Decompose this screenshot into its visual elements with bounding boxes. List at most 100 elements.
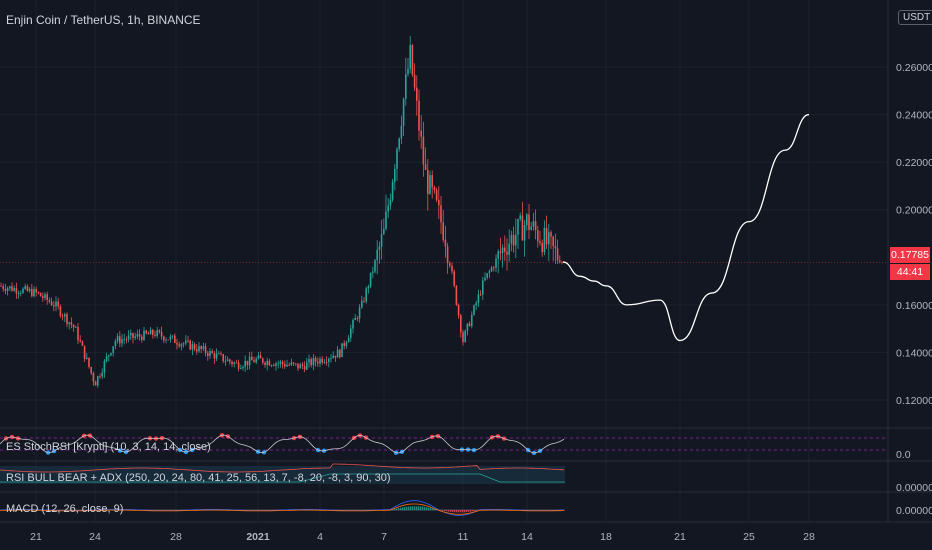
candle-body xyxy=(438,199,440,206)
candle-body xyxy=(209,351,211,357)
macd-histogram-bar xyxy=(424,506,426,511)
candle-body xyxy=(281,361,284,365)
y-tick-label: 0.24000 xyxy=(896,110,932,122)
candle-body xyxy=(323,361,326,363)
candle-body xyxy=(15,288,18,294)
macd-histogram-bar xyxy=(464,510,466,513)
candle-body xyxy=(383,228,385,235)
candle-body xyxy=(365,288,367,302)
x-tick-label: 28 xyxy=(803,531,815,543)
candle-body xyxy=(374,260,376,272)
candle-body xyxy=(130,333,132,336)
candle-body xyxy=(532,221,535,227)
rsi-adx-label[interactable]: RSI BULL BEAR + ADX (250, 20, 24, 80, 41… xyxy=(6,472,391,484)
candle-body xyxy=(211,351,213,354)
candle-body xyxy=(2,286,4,289)
candle-body xyxy=(279,361,282,364)
macd-histogram-bar xyxy=(392,509,394,511)
macd-histogram-bar xyxy=(456,510,458,513)
candle-body xyxy=(453,271,455,286)
candle-body xyxy=(295,363,297,365)
candle-body xyxy=(435,190,438,200)
candle-body xyxy=(363,300,365,302)
candle-body xyxy=(286,364,288,367)
candle-body xyxy=(110,353,112,356)
candle-body xyxy=(17,293,20,294)
candle-body xyxy=(405,74,407,99)
stochrsi-label[interactable]: ES StochRSI [Kryptl] (10, 3, 14, 14, clo… xyxy=(6,441,211,453)
candle-body xyxy=(94,381,97,386)
candle-body xyxy=(246,360,249,366)
candle-body xyxy=(396,148,398,169)
candle-body xyxy=(132,333,134,338)
candle-body xyxy=(537,230,539,242)
candle-body xyxy=(136,334,139,337)
candle-body xyxy=(424,164,427,170)
candle-body xyxy=(187,340,189,342)
candle-body xyxy=(204,346,207,354)
macd-histogram-bar xyxy=(410,506,412,511)
candle-body xyxy=(11,286,13,291)
x-tick-label: 14 xyxy=(521,531,533,543)
macd-histogram-bar xyxy=(474,510,476,512)
candle-body xyxy=(559,260,561,263)
candle-body xyxy=(460,315,462,333)
candle-body xyxy=(486,273,488,278)
candle-body xyxy=(44,294,46,299)
macd-label[interactable]: MACD (12, 26, close, 9) xyxy=(6,503,124,515)
candle-body xyxy=(24,286,26,289)
x-tick-label: 28 xyxy=(170,531,182,543)
candle-body xyxy=(244,360,246,367)
macd-histogram-bar xyxy=(394,508,396,511)
candle-body xyxy=(561,262,563,264)
candle-body xyxy=(440,205,442,223)
candle-body xyxy=(413,74,416,88)
candle-body xyxy=(341,343,343,358)
candle-body xyxy=(259,355,262,359)
candle-body xyxy=(231,361,233,365)
candle-body xyxy=(264,362,266,365)
candle-body xyxy=(116,336,119,342)
symbol-title[interactable]: Enjin Coin / TetherUS, 1h, BINANCE xyxy=(6,13,201,27)
candle-body xyxy=(504,247,506,252)
candle-body xyxy=(178,344,180,347)
candle-body xyxy=(457,304,460,316)
x-tick-label: 21 xyxy=(674,531,686,543)
macd-histogram-bar xyxy=(416,506,418,511)
candle-body xyxy=(444,239,447,247)
rsi-line xyxy=(0,463,565,473)
candle-body xyxy=(550,232,552,237)
candle-body xyxy=(9,286,11,289)
candle-body xyxy=(123,339,125,341)
macd-histogram-bar xyxy=(412,506,414,511)
candle-body xyxy=(53,305,55,307)
candle-body xyxy=(372,271,374,273)
macd-histogram-bar xyxy=(434,508,436,511)
candle-body xyxy=(229,359,231,362)
candle-body xyxy=(402,98,405,126)
macd-histogram-bar xyxy=(454,510,456,513)
candle-body xyxy=(83,345,86,359)
candle-body xyxy=(556,248,559,261)
candle-body xyxy=(191,344,194,350)
candle-body xyxy=(75,327,77,328)
candle-body xyxy=(42,296,44,299)
candle-body xyxy=(59,306,62,316)
candle-body xyxy=(354,317,356,321)
x-tick-label: 24 xyxy=(89,531,101,543)
candle-body xyxy=(475,303,477,306)
candle-body xyxy=(495,258,497,268)
candle-body xyxy=(468,323,471,326)
candle-body xyxy=(189,340,191,350)
currency-button[interactable]: USDT xyxy=(898,10,932,25)
rsi-band xyxy=(0,466,565,484)
macd-histogram-bar xyxy=(444,510,446,512)
candle-body xyxy=(57,301,59,307)
candle-body xyxy=(4,288,7,291)
last-price-tag: 0.17785 xyxy=(890,247,930,263)
candle-body xyxy=(499,251,502,254)
macd-histogram-bar xyxy=(462,510,464,513)
candle-body xyxy=(66,314,68,324)
candle-body xyxy=(554,246,557,249)
